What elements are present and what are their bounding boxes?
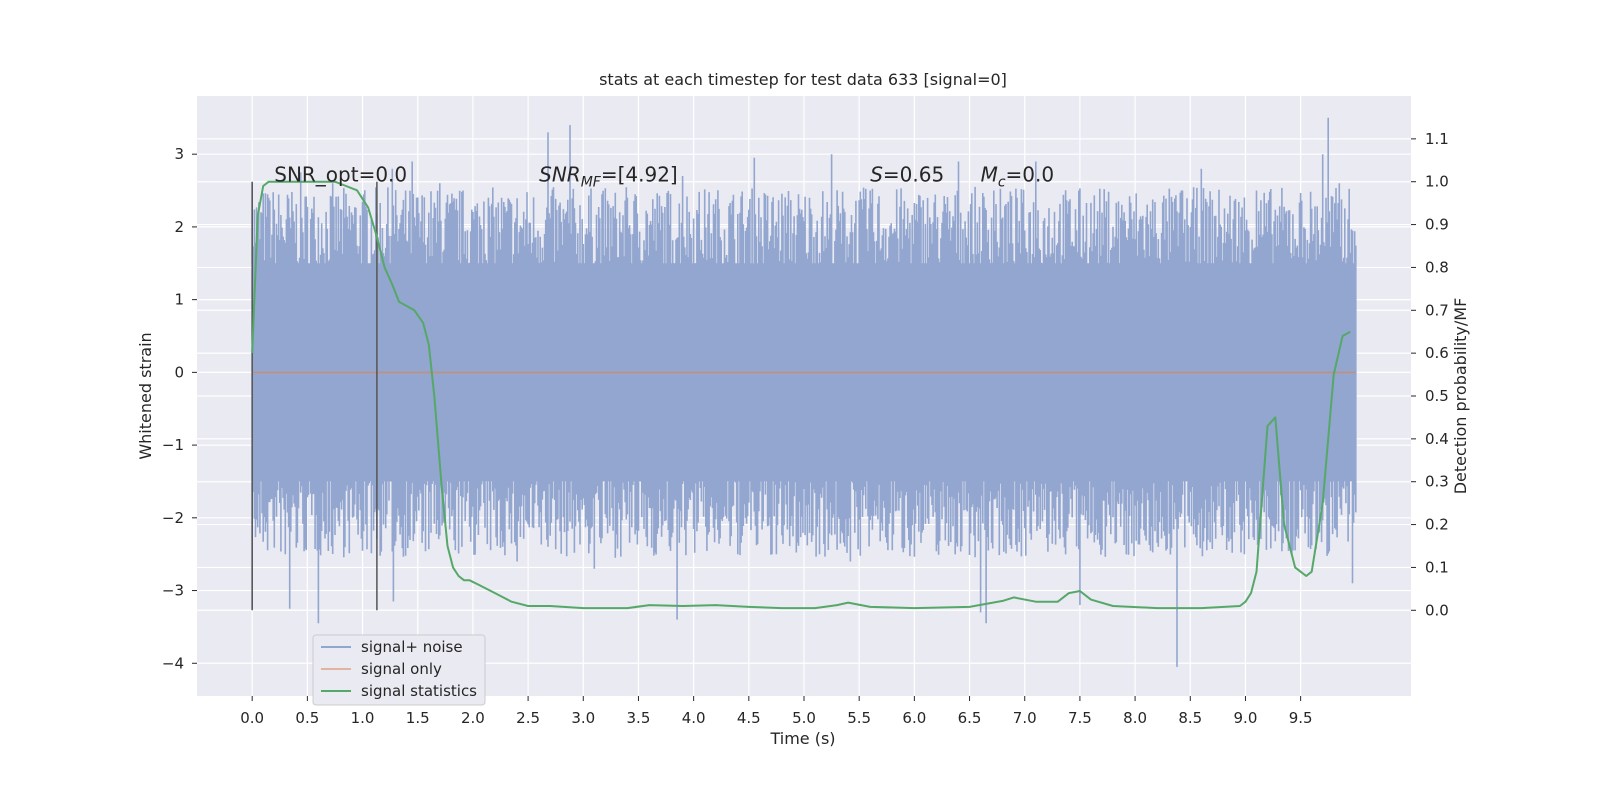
x-tick-label: 5.0 (792, 709, 816, 727)
x-tick-label: 4.0 (682, 709, 706, 727)
y-tick-label-right: 1.1 (1425, 130, 1449, 148)
annotation-0: SNR_opt=0.0 (274, 163, 407, 187)
annotation-value: =[4.92] (601, 163, 678, 187)
annotation-2: S=0.65 (870, 163, 944, 187)
legend-label-signal-only: signal only (361, 660, 442, 678)
y-tick-label-right: 0.2 (1425, 516, 1449, 534)
y-tick-label-left: −1 (162, 436, 184, 454)
x-tick-label: 7.5 (1068, 709, 1092, 727)
x-tick-label: 7.0 (1013, 709, 1037, 727)
y-tick-label-right: 0.7 (1425, 301, 1449, 319)
x-tick-label: 3.0 (571, 709, 595, 727)
y-tick-label-left: 2 (174, 218, 184, 236)
x-tick-label: 2.0 (461, 709, 485, 727)
x-tick-label: 0.0 (240, 709, 264, 727)
annotation-value: =0.0 (1006, 163, 1055, 187)
chart-title: stats at each timestep for test data 633… (599, 70, 1007, 89)
y-tick-label-left: −3 (162, 582, 184, 600)
x-tick-label: 0.5 (295, 709, 319, 727)
y-tick-label-left: −2 (162, 509, 184, 527)
legend-box (312, 634, 486, 706)
tick-labels: 0.0 0.5 1.0 1.5 2.0 2.5 3.0 3.5 4.0 4.5 5.0 5.5 6.0 6… (162, 130, 1449, 727)
y-tick-label-right: 0.5 (1425, 387, 1449, 405)
annotation-subscript: c (998, 175, 1006, 191)
x-tick-label: 9.5 (1289, 709, 1313, 727)
y-tick-label-right: 0.0 (1425, 601, 1449, 619)
x-tick-label: 9.0 (1234, 709, 1258, 727)
annotation-1: SNRMF=[4.92] (539, 163, 678, 191)
annotation-subscript: MF (581, 175, 602, 191)
series-signal-statistics (251, 180, 1351, 610)
x-tick-label: 6.5 (958, 709, 982, 727)
x-tick-label: 2.5 (516, 709, 540, 727)
y-tick-label-left: 1 (174, 291, 184, 309)
annotation-3: Mc=0.0 (981, 163, 1055, 191)
signal-statistics-line (251, 180, 1351, 610)
y-tick-label-right: 1.0 (1425, 173, 1449, 191)
annotation-main: M (981, 163, 998, 187)
y-tick-label-right: 0.6 (1425, 344, 1449, 362)
annotation-main: S (870, 163, 883, 187)
x-tick-label: 1.0 (351, 709, 375, 727)
y-tick-label-left: −4 (162, 654, 184, 672)
y-tick-label-right: 0.3 (1425, 473, 1449, 491)
x-tick-label: 8.0 (1123, 709, 1147, 727)
x-tick-label: 6.0 (902, 709, 926, 727)
annotation-main: SNR (539, 163, 581, 187)
x-tick-label: 3.5 (627, 709, 651, 727)
x-tick-label: 1.5 (406, 709, 430, 727)
annotations: SNR_opt=0.0 SNRMF=[4.92] S=0.65 Mc=0.0 (274, 163, 1054, 191)
y-tick-label-right: 0.8 (1425, 258, 1449, 276)
x-axis-label: Time (s) (769, 729, 835, 748)
legend-label-signal-statistics: signal statistics (361, 682, 477, 700)
y-axis-label-right: Detection probability/MF (1451, 298, 1470, 495)
y-tick-label-left: 0 (174, 363, 184, 381)
annotation-main: SNR_opt=0.0 (274, 163, 407, 187)
x-tick-label: 5.5 (847, 709, 871, 727)
y-tick-label-right: 0.4 (1425, 430, 1449, 448)
y-tick-label-right: 0.9 (1425, 216, 1449, 234)
y-tick-label-right: 0.1 (1425, 558, 1449, 576)
legend: signal+ noise signal only signal statist… (312, 634, 486, 706)
annotation-value: =0.65 (883, 163, 944, 187)
x-tick-label: 4.5 (737, 709, 761, 727)
y-axis-label-left: Whitened strain (136, 332, 155, 459)
x-tick-label: 8.5 (1178, 709, 1202, 727)
vertical-markers (251, 181, 378, 611)
y-tick-label-left: 3 (174, 145, 184, 163)
legend-label-signal-noise: signal+ noise (361, 638, 463, 656)
